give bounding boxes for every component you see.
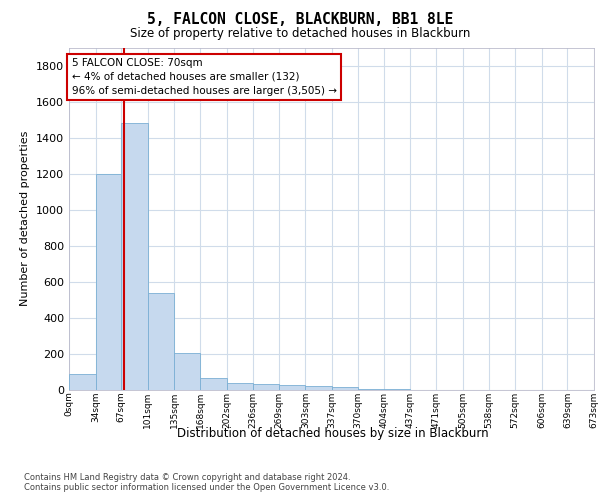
- Bar: [148, 292, 175, 390]
- Bar: [175, 353, 200, 390]
- Bar: [121, 123, 148, 390]
- Text: Contains HM Land Registry data © Crown copyright and database right 2024.: Contains HM Land Registry data © Crown c…: [24, 472, 350, 482]
- Bar: [227, 383, 253, 390]
- Text: Distribution of detached houses by size in Blackburn: Distribution of detached houses by size …: [177, 428, 489, 440]
- Y-axis label: Number of detached properties: Number of detached properties: [20, 131, 31, 306]
- Bar: [200, 378, 227, 390]
- Bar: [279, 386, 305, 390]
- Text: Contains public sector information licensed under the Open Government Licence v3: Contains public sector information licen…: [24, 484, 389, 492]
- Bar: [95, 174, 121, 390]
- Bar: [358, 389, 384, 390]
- Text: 5, FALCON CLOSE, BLACKBURN, BB1 8LE: 5, FALCON CLOSE, BLACKBURN, BB1 8LE: [147, 12, 453, 28]
- Bar: [305, 386, 332, 390]
- Bar: [332, 388, 358, 390]
- Bar: [253, 384, 279, 390]
- Text: Size of property relative to detached houses in Blackburn: Size of property relative to detached ho…: [130, 28, 470, 40]
- Text: 5 FALCON CLOSE: 70sqm
← 4% of detached houses are smaller (132)
96% of semi-deta: 5 FALCON CLOSE: 70sqm ← 4% of detached h…: [71, 58, 337, 96]
- Bar: [69, 374, 95, 390]
